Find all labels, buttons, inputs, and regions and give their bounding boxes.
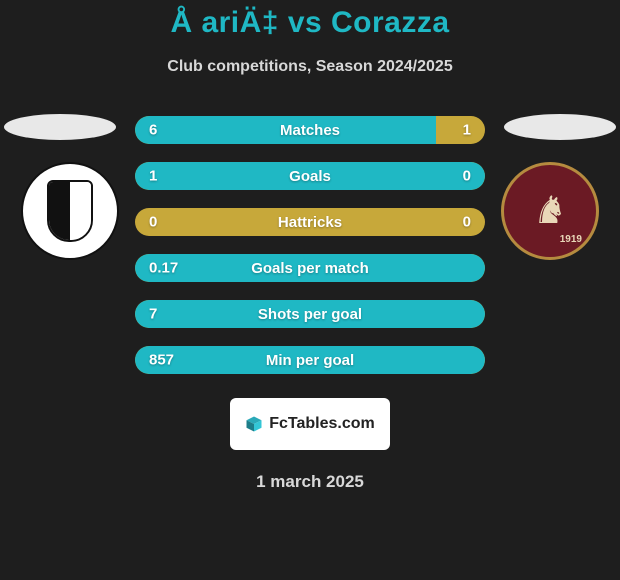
horse-icon: ♞ — [533, 192, 567, 230]
stat-bar: Shots per goal 7 — [135, 300, 485, 328]
stat-value-left: 857 — [149, 352, 174, 369]
player-left-ellipse — [4, 114, 116, 140]
comparison-card: Å ariÄ‡ vs Corazza Club competitions, Se… — [0, 0, 620, 492]
stat-bar: Min per goal 857 — [135, 346, 485, 374]
brand-text: FcTables.com — [269, 415, 375, 433]
club-crest-right: ♞ 1919 — [501, 162, 599, 260]
stat-bar: Goals per match 0.17 — [135, 254, 485, 282]
stat-bar: Matches 6 1 — [135, 116, 485, 144]
stat-value-left: 0 — [149, 214, 157, 231]
stat-value-left: 6 — [149, 122, 157, 139]
stat-value-left: 0.17 — [149, 260, 178, 277]
stat-label: Goals — [289, 168, 331, 185]
stat-bar: Goals 1 0 — [135, 162, 485, 190]
club-crest-left — [21, 162, 119, 260]
crest-year: 1919 — [560, 234, 582, 245]
subtitle: Club competitions, Season 2024/2025 — [0, 58, 620, 76]
stat-label: Shots per goal — [258, 306, 362, 323]
shield-icon — [47, 180, 93, 242]
match-date: 1 march 2025 — [0, 472, 620, 492]
stat-value-left: 7 — [149, 306, 157, 323]
stat-label: Min per goal — [266, 352, 354, 369]
stat-value-right: 1 — [463, 122, 471, 139]
stat-value-right: 0 — [463, 168, 471, 185]
stat-bars: Matches 6 1 Goals 1 0 Hattricks 0 0 Goals per mat… — [135, 116, 485, 374]
stat-label: Hattricks — [278, 214, 342, 231]
page-title: Å ariÄ‡ vs Corazza — [0, 6, 620, 40]
brand-chip[interactable]: FcTables.com — [230, 398, 390, 450]
stat-label: Matches — [280, 122, 340, 139]
stats-area: ♞ 1919 Matches61Goals10Hattricks00Goals … — [0, 116, 620, 374]
stat-value-right: 0 — [463, 214, 471, 231]
stat-bar: Hattricks 0 0 — [135, 208, 485, 236]
brand-cube-icon — [245, 415, 263, 433]
stat-value-left: 1 — [149, 168, 157, 185]
player-right-ellipse — [504, 114, 616, 140]
stat-label: Goals per match — [251, 260, 369, 277]
